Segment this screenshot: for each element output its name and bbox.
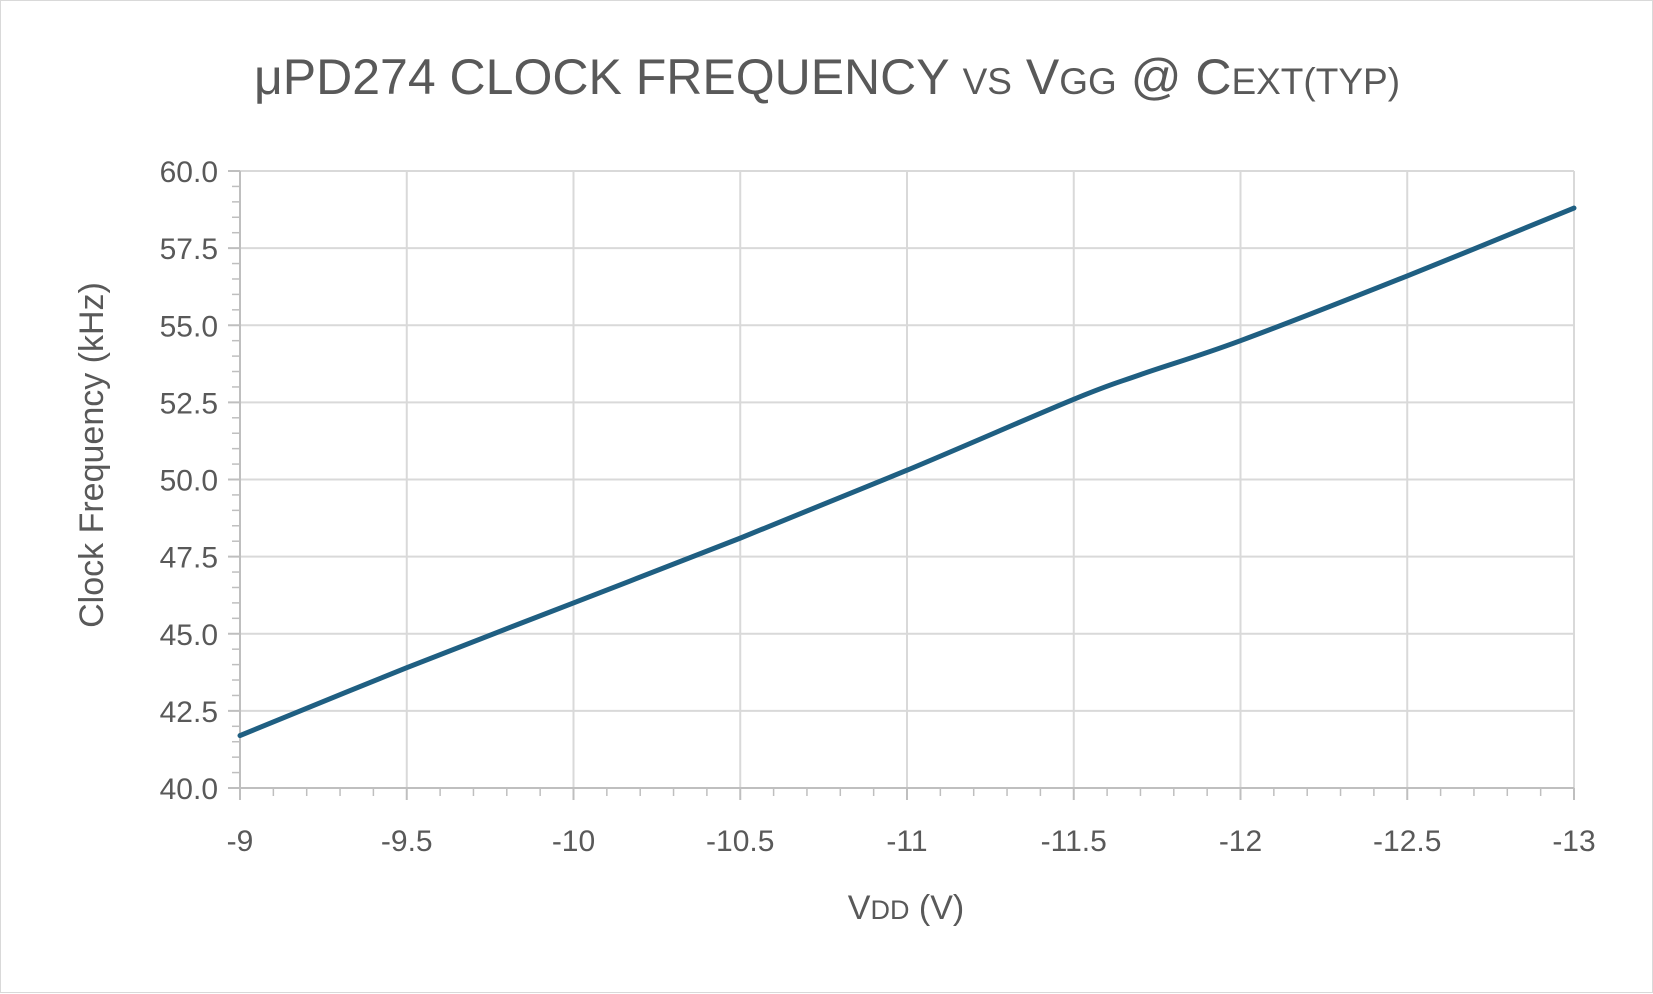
y-tick-label: 50.0 [160, 465, 218, 498]
title-part2: VS [963, 61, 1012, 102]
axes [228, 170, 1575, 800]
y-tick-label: 60.0 [160, 156, 218, 189]
y-tick-labels: 40.0 42.5 45.0 47.5 50.0 52.5 55.0 57.5 60.0 [160, 156, 218, 806]
x-tick-label: -11 [886, 825, 927, 858]
x-tick-label: -11.5 [1041, 825, 1107, 858]
title-part6: EXT(TYP) [1231, 61, 1400, 102]
x-axis-title-main: V [848, 889, 871, 927]
y-axis-title: Clock Frequency (kHz) [73, 282, 111, 628]
x-axis-title-rest: (V) [909, 889, 964, 927]
title-part1: μPD274 CLOCK FREQUENCY [254, 49, 963, 105]
title-part4: GG [1059, 61, 1117, 102]
y-tick-label: 40.0 [160, 773, 218, 806]
x-tick-label: -12.5 [1373, 825, 1441, 858]
y-tick-label: 57.5 [160, 233, 218, 266]
gridlines [240, 170, 1575, 788]
x-tick-label: -10 [552, 825, 595, 858]
y-tick-label: 55.0 [160, 310, 218, 343]
title-part5: @ C [1117, 49, 1232, 105]
y-tick-label: 47.5 [160, 542, 218, 575]
series-group [237, 205, 1577, 739]
x-tick-label: -9.5 [381, 825, 433, 858]
y-tick-label: 52.5 [160, 387, 218, 420]
x-tick-label: -12 [1219, 825, 1262, 858]
x-tick-label: -9 [227, 825, 254, 858]
series-line [237, 205, 1577, 739]
y-tick-label: 45.0 [160, 619, 218, 652]
x-tick-labels: -9 -9.5 -10 -10.5 -11 -11.5 -12 -12.5 -13 [227, 825, 1596, 858]
x-tick-label: -10.5 [706, 825, 774, 858]
y-tick-label: 42.5 [160, 696, 218, 729]
title-part3: V [1012, 49, 1060, 105]
x-tick-label: -13 [1552, 825, 1595, 858]
x-axis-title-sub: DD [870, 895, 909, 925]
x-axis-title: VDD (V) [848, 889, 964, 927]
chart-title: μPD274 CLOCK FREQUENCY VS VGG @ CEXT(TYP… [254, 49, 1400, 105]
